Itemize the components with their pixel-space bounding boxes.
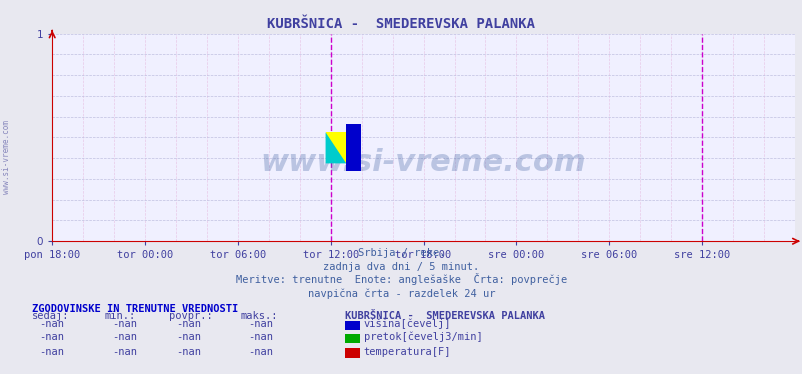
Text: -nan: -nan [39,319,65,329]
Text: povpr.:: povpr.: [168,311,212,321]
Text: zadnja dva dni / 5 minut.: zadnja dva dni / 5 minut. [323,262,479,272]
Text: min.:: min.: [104,311,136,321]
Text: KUBRŠNICA -  SMEDEREVSKA PALANKA: KUBRŠNICA - SMEDEREVSKA PALANKA [267,17,535,31]
Text: temperatura[F]: temperatura[F] [363,347,451,356]
Text: -nan: -nan [111,319,137,329]
Text: -nan: -nan [39,347,65,356]
Text: -nan: -nan [248,319,273,329]
Text: ZGODOVINSKE IN TRENUTNE VREDNOSTI: ZGODOVINSKE IN TRENUTNE VREDNOSTI [32,304,238,314]
Text: sedaj:: sedaj: [32,311,70,321]
Bar [346,125,360,171]
Text: -nan: -nan [111,347,137,356]
Text: -nan: -nan [248,332,273,342]
Text: -nan: -nan [39,332,65,342]
Text: Srbija / reke.: Srbija / reke. [358,248,444,258]
Text: navpična črta - razdelek 24 ur: navpična črta - razdelek 24 ur [307,288,495,299]
Polygon shape [325,132,346,163]
Text: -nan: -nan [176,347,201,356]
Text: maks.:: maks.: [241,311,278,321]
Text: -nan: -nan [248,347,273,356]
Text: -nan: -nan [111,332,137,342]
Text: www.si-vreme.com: www.si-vreme.com [2,120,11,194]
Text: www.si-vreme.com: www.si-vreme.com [261,148,585,177]
Text: -nan: -nan [176,319,201,329]
Text: Meritve: trenutne  Enote: anglešaške  Črta: povprečje: Meritve: trenutne Enote: anglešaške Črta… [236,273,566,285]
Bar [325,132,346,163]
Text: pretok[čevelj3/min]: pretok[čevelj3/min] [363,332,482,342]
Text: -nan: -nan [176,332,201,342]
Text: višina[čevelj]: višina[čevelj] [363,319,451,329]
Text: KUBRŠNICA -  SMEDEREVSKA PALANKA: KUBRŠNICA - SMEDEREVSKA PALANKA [345,311,545,321]
